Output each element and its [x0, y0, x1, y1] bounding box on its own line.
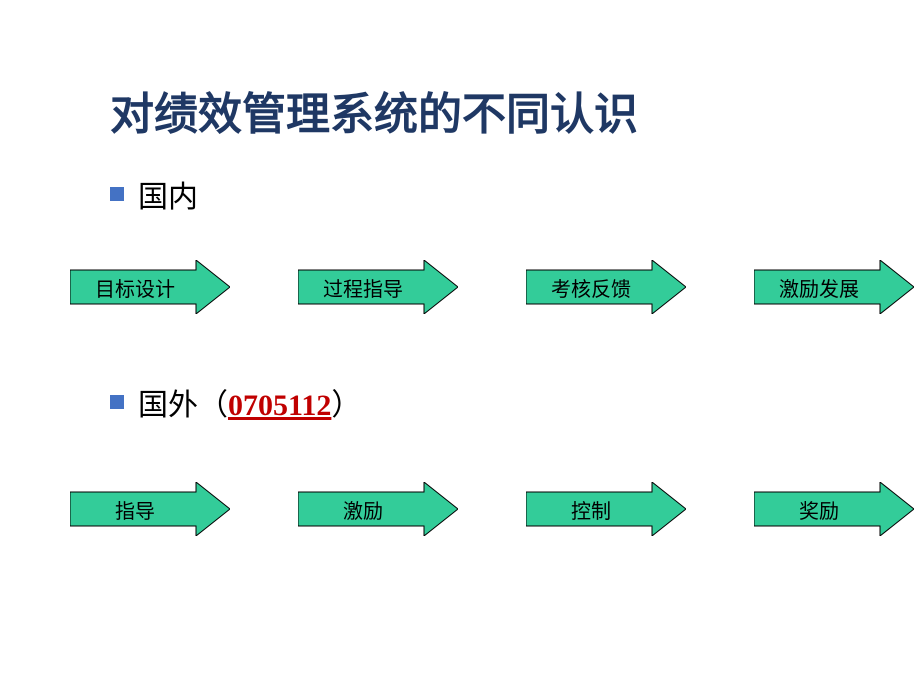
arrow-label: 激励 [298, 482, 428, 536]
arrow-row-domestic: 目标设计 过程指导 考核反馈 激励发展 [70, 260, 914, 314]
arrow-label: 目标设计 [70, 260, 200, 314]
bullet-foreign: 国外（0705112） [110, 380, 361, 424]
bullet-foreign-text: 国外（0705112） [138, 380, 361, 424]
arrow-label: 指导 [70, 482, 200, 536]
arrow-label: 激励发展 [754, 260, 884, 314]
arrow-foreign-3: 奖励 [754, 482, 914, 536]
arrow-label: 奖励 [754, 482, 884, 536]
arrow-foreign-0: 指导 [70, 482, 230, 536]
bullet-square-icon [110, 187, 124, 201]
arrow-label: 控制 [526, 482, 656, 536]
paren-open: （ [198, 389, 228, 422]
arrow-foreign-1: 激励 [298, 482, 458, 536]
bullet-domestic-label: 国内 [138, 172, 198, 216]
arrow-label: 考核反馈 [526, 260, 656, 314]
arrow-domestic-0: 目标设计 [70, 260, 230, 314]
arrow-label: 过程指导 [298, 260, 428, 314]
bullet-square-icon [110, 395, 124, 409]
arrow-domestic-3: 激励发展 [754, 260, 914, 314]
bullet-foreign-label: 国外 [138, 389, 198, 422]
arrow-row-foreign: 指导 激励 控制 奖励 [70, 482, 914, 536]
arrow-domestic-1: 过程指导 [298, 260, 458, 314]
arrow-domestic-2: 考核反馈 [526, 260, 686, 314]
bullet-domestic: 国内 [110, 172, 198, 216]
paren-close: ） [331, 389, 361, 422]
foreign-link[interactable]: 0705112 [228, 389, 331, 422]
slide-title: 对绩效管理系统的不同认识 [110, 78, 638, 142]
arrow-foreign-2: 控制 [526, 482, 686, 536]
